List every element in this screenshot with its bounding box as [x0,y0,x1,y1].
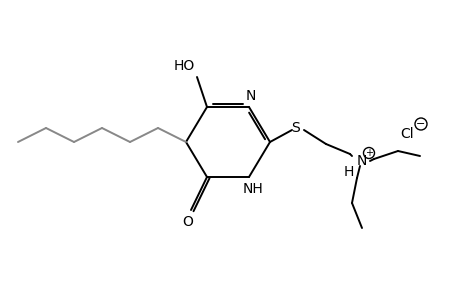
Text: S: S [291,121,300,135]
Text: N: N [356,154,366,168]
Text: Cl: Cl [399,127,413,141]
Text: H: H [343,165,353,179]
Text: N: N [245,89,256,103]
Text: −: − [415,119,425,129]
Text: +: + [364,148,372,158]
Text: O: O [182,215,193,229]
Text: NH: NH [242,182,263,196]
Text: HO: HO [173,59,194,73]
